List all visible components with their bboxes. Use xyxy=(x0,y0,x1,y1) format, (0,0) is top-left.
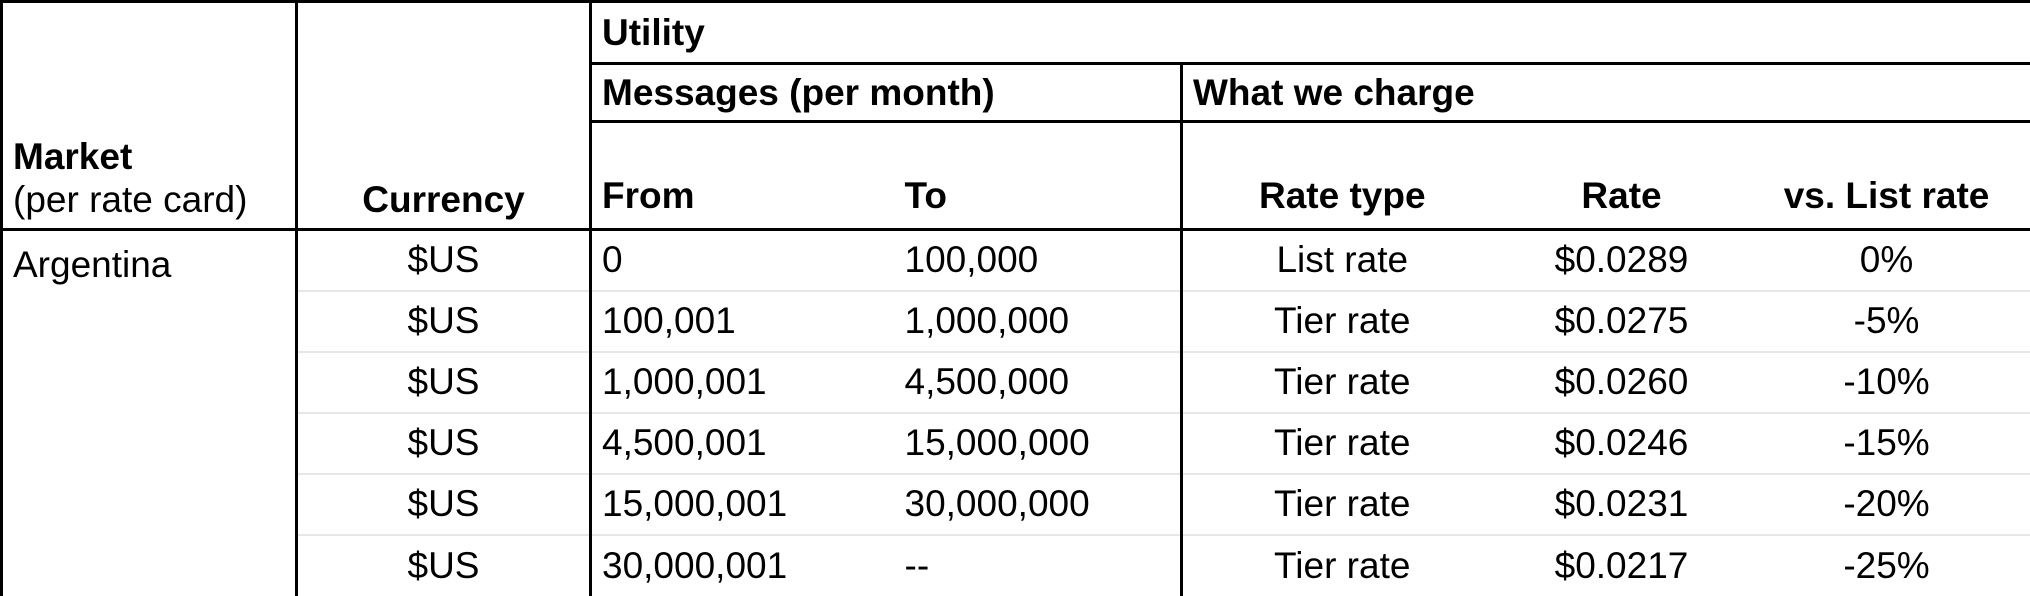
header-currency[interactable]: Currency xyxy=(296,0,592,231)
cell-rate-type[interactable]: Tier rate xyxy=(1181,350,1502,413)
cell-vs-list-rate[interactable]: 0% xyxy=(1859,239,1914,281)
cell-rate-type[interactable]: Tier rate xyxy=(1181,411,1502,474)
cell-rate[interactable]: $0.0289 xyxy=(1554,239,1689,281)
cell-currency[interactable]: $US xyxy=(296,350,592,413)
header-vs-list-rate[interactable]: vs. List rate xyxy=(1741,121,2030,231)
cell-vs-list-rate[interactable]: -15% xyxy=(1741,411,2030,474)
cell-from[interactable]: 1,000,001 xyxy=(590,350,895,413)
table-row: $US 4,500,001 15,000,000 Tier rate $0.02… xyxy=(2,411,2030,474)
header-rate[interactable]: Rate xyxy=(1501,121,1742,231)
cell-to[interactable]: 4,500,000 xyxy=(894,350,1183,413)
cell-rate[interactable]: $0.0260 xyxy=(1501,350,1742,413)
table-row: $US 1,000,001 4,500,000 Tier rate $0.026… xyxy=(2,350,2030,413)
cell-to[interactable]: 100,000 xyxy=(894,229,1183,291)
header-market-label: Market xyxy=(13,135,133,177)
header-market[interactable]: Market (per rate card) xyxy=(0,0,298,231)
table-row: $US 15,000,001 30,000,000 Tier rate $0.0… xyxy=(2,472,2030,535)
cell-rate-type[interactable]: Tier rate xyxy=(1181,289,1502,352)
table-row: $US 100,001 1,000,000 Tier rate $0.0275 … xyxy=(2,289,2030,352)
cell-from[interactable]: 30,000,001 xyxy=(590,533,895,596)
header-row-groups: Messages (per month) What we charge xyxy=(2,63,2030,123)
cell-to[interactable]: 1,000,000 xyxy=(894,289,1183,352)
cell-currency[interactable]: $US xyxy=(296,411,592,474)
header-utility-section[interactable]: Utility xyxy=(590,0,2030,65)
cell-vs-list-rate[interactable]: -25% xyxy=(1741,533,2030,596)
header-what-we-charge-group[interactable]: What we charge xyxy=(1181,63,2030,123)
cell-rate[interactable]: $0.0231 xyxy=(1501,472,1742,535)
cell-rate[interactable]: $0.0275 xyxy=(1501,289,1742,352)
cell-to[interactable]: -- xyxy=(894,533,1183,596)
cell-from[interactable]: 100,001 xyxy=(590,289,895,352)
cell-rate-type[interactable]: List rate xyxy=(1276,239,1409,281)
cell-rate-type[interactable]: Tier rate xyxy=(1181,533,1502,596)
header-rate-type[interactable]: Rate type xyxy=(1181,121,1502,231)
header-to[interactable]: To xyxy=(894,121,1183,231)
header-row-columns: From To Rate type Rate vs. List rate xyxy=(2,121,2030,231)
cell-rate[interactable]: $0.0217 xyxy=(1501,533,1742,596)
cell-vs-list-rate[interactable]: -10% xyxy=(1741,350,2030,413)
cell-currency[interactable]: $US xyxy=(296,533,592,596)
table-row: Argentina $US 0 100,000 List rate $0.028… xyxy=(0,229,2030,596)
cell-vs-list-rate[interactable]: -20% xyxy=(1741,472,2030,535)
cell-from[interactable]: 15,000,001 xyxy=(590,472,895,535)
cell-currency[interactable]: $US xyxy=(296,229,592,291)
cell-from[interactable]: 4,500,001 xyxy=(590,411,895,474)
header-from[interactable]: From xyxy=(590,121,895,231)
cell-currency[interactable]: $US xyxy=(296,472,592,535)
header-market-note: (per rate card) xyxy=(13,179,248,221)
cell-rate[interactable]: $0.0246 xyxy=(1501,411,1742,474)
cell-to[interactable]: 30,000,000 xyxy=(894,472,1183,535)
cell-rate-type[interactable]: Tier rate xyxy=(1181,472,1502,535)
header-row-section: Market (per rate card) Currency Utility xyxy=(0,0,2030,231)
cell-currency[interactable]: $US xyxy=(296,289,592,352)
table-row: $US 30,000,001 -- Tier rate $0.0217 -25% xyxy=(2,533,2030,596)
cell-to[interactable]: 15,000,000 xyxy=(894,411,1183,474)
cell-market[interactable]: Argentina xyxy=(0,229,298,596)
cell-vs-list-rate[interactable]: -5% xyxy=(1741,289,2030,352)
cell-from[interactable]: 0 xyxy=(602,239,623,281)
header-messages-group[interactable]: Messages (per month) xyxy=(590,63,1183,123)
